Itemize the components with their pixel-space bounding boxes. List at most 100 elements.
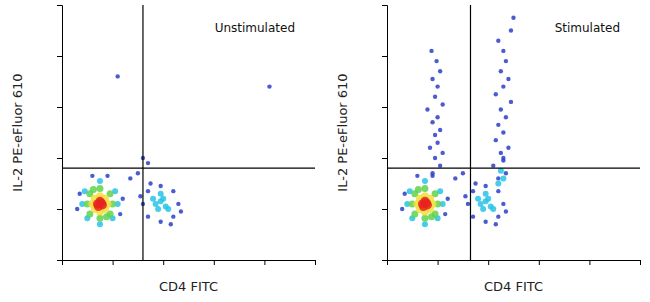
plot-area (387, 5, 640, 260)
event-dot (158, 191, 164, 197)
event-dot (501, 202, 505, 206)
event-dot (146, 214, 150, 218)
y-tick (382, 107, 387, 108)
event-dot (483, 220, 487, 224)
x-tick-mark (640, 260, 641, 265)
event-dot (496, 189, 500, 193)
event-dot (176, 202, 180, 206)
y-tick-mark (382, 107, 387, 108)
event-dot (96, 215, 103, 222)
y-tick (57, 209, 62, 210)
event-dot (509, 100, 513, 104)
event-dot (146, 189, 150, 193)
event-dot (438, 163, 442, 167)
event-dot (422, 198, 431, 207)
event-dot (466, 202, 470, 206)
y-tick (57, 56, 62, 57)
event-dot (430, 120, 434, 124)
x-axis (388, 260, 641, 265)
event-dot (171, 214, 175, 218)
event-dot (78, 192, 82, 196)
series (418, 197, 432, 211)
y-axis (57, 6, 63, 261)
event-dot (150, 196, 156, 202)
event-dot (403, 192, 407, 196)
event-dot (421, 215, 428, 222)
event-dot (97, 198, 106, 207)
x-tick-mark (488, 260, 489, 265)
event-dot (400, 207, 404, 211)
event-dot (433, 156, 437, 160)
panel-annotation: Stimulated (555, 21, 620, 35)
series (400, 16, 516, 227)
event-dot (158, 184, 162, 188)
y-tick (382, 158, 387, 159)
y-axis-line (57, 6, 63, 261)
event-dot (496, 39, 500, 43)
x-tick (264, 260, 265, 265)
event-dot (501, 49, 505, 53)
event-dot (480, 206, 486, 212)
series (84, 185, 116, 222)
event-dot (433, 133, 437, 137)
quadrant-line-x (142, 5, 143, 260)
series (413, 192, 436, 215)
event-dot (504, 171, 508, 175)
y-axis (382, 6, 388, 261)
event-dot (443, 212, 447, 216)
event-dot (501, 156, 505, 160)
x-axis-title: CD4 FITC (484, 279, 543, 294)
x-axis (63, 260, 316, 265)
quadrant-line-y (387, 168, 640, 169)
y-tick (382, 209, 387, 210)
event-dot (485, 196, 491, 202)
panel-annotation: Unstimulated (215, 21, 295, 35)
event-dot (97, 178, 103, 184)
x-tick (438, 260, 439, 265)
event-dot (499, 151, 503, 155)
y-tick-mark (382, 158, 387, 159)
panel: CD4 FITCIL-2 PE-eFluor 610Stimulated (335, 5, 641, 294)
event-dot (430, 171, 434, 175)
series (88, 192, 111, 215)
x-tick-mark (315, 260, 316, 265)
y-axis-title: IL-2 PE-eFluor 610 (10, 73, 25, 191)
y-tick-mark (382, 5, 387, 6)
y-axis-line (382, 6, 388, 261)
event-dot (438, 69, 442, 73)
event-dot (434, 59, 438, 63)
event-dot (506, 146, 510, 150)
event-dot (422, 221, 428, 227)
quadrant-line-y (62, 168, 315, 169)
y-tick (57, 107, 62, 108)
event-dot (504, 59, 508, 63)
series (409, 185, 441, 222)
event-dot (435, 84, 439, 88)
event-dot (473, 181, 477, 185)
x-axis-line (63, 261, 316, 266)
x-tick (640, 260, 641, 265)
event-dot (500, 175, 506, 181)
y-tick (382, 56, 387, 57)
event-dot (446, 197, 450, 201)
figure: CD4 FITC IL-2 PE-eFluor 610 Unstimulated CD… (0, 0, 650, 302)
event-dot (169, 222, 173, 226)
event-dot (496, 176, 500, 180)
quadrant-line-x (470, 5, 471, 260)
event-dot (453, 176, 457, 180)
event-dot (499, 107, 503, 111)
y-tick-mark (382, 56, 387, 57)
event-dot (136, 171, 140, 175)
event-dot (148, 181, 152, 185)
event-dot (490, 206, 496, 212)
event-dot (115, 74, 119, 78)
event-dot (103, 213, 110, 220)
y-tick-mark (57, 158, 62, 159)
event-dot (496, 123, 500, 127)
x-axis-line (388, 261, 641, 266)
event-dot (440, 102, 444, 106)
x-tick-mark (589, 260, 590, 265)
event-dot (471, 189, 475, 193)
series (93, 197, 107, 211)
event-dot (138, 194, 142, 198)
